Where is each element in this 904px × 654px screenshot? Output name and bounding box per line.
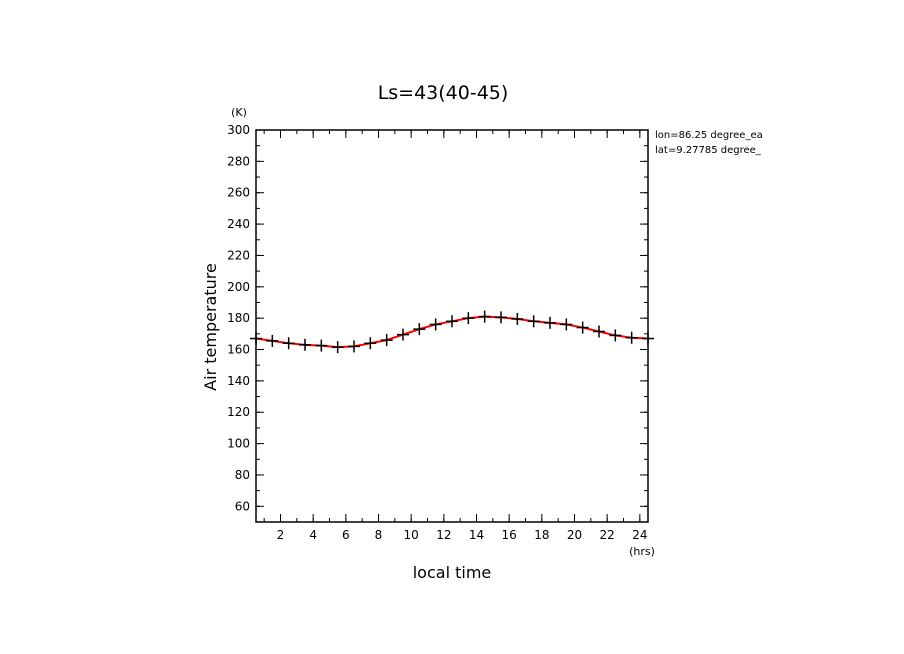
x-axis-label: local time — [413, 563, 492, 582]
data-point-marker — [478, 310, 491, 323]
y-tick-label: 120 — [227, 405, 250, 419]
x-tick-label: 8 — [375, 528, 383, 542]
y-tick-label: 200 — [227, 280, 250, 294]
x-tick-label: 18 — [534, 528, 549, 542]
annotation-lon: lon=86.25 degree_ea — [655, 130, 763, 141]
chart-title: Ls=43(40-45) — [378, 82, 509, 104]
x-unit-label: (hrs) — [629, 545, 655, 558]
data-point-marker — [380, 334, 393, 347]
data-point-marker — [266, 334, 279, 347]
y-tick-label: 140 — [227, 374, 250, 388]
data-point-marker — [462, 312, 475, 325]
y-tick-label: 160 — [227, 343, 250, 357]
data-point-marker — [397, 328, 409, 341]
y-axis-label: Air temperature — [201, 263, 220, 391]
data-point-marker — [576, 321, 589, 334]
x-tick-label: 12 — [436, 528, 451, 542]
data-point-marker — [429, 318, 442, 331]
y-unit-label: (K) — [231, 106, 247, 119]
x-tick-label: 22 — [600, 528, 615, 542]
data-point-marker — [609, 329, 622, 342]
y-tick-label: 280 — [227, 154, 250, 168]
data-point-marker — [348, 340, 360, 353]
data-point-marker — [446, 315, 458, 328]
data-point-marker — [413, 323, 426, 336]
plot-frame — [255, 129, 649, 523]
y-tick-label: 260 — [227, 186, 250, 200]
data-point-marker — [495, 311, 507, 324]
data-point-marker — [527, 315, 540, 328]
y-tick-label: 100 — [227, 437, 250, 451]
y-tick-label: 300 — [227, 123, 250, 137]
y-tick-label: 220 — [227, 248, 250, 262]
data-point-marker — [315, 339, 328, 352]
data-point-marker — [593, 325, 605, 338]
data-point-marker — [560, 318, 573, 331]
data-point-marker — [299, 338, 311, 351]
data-point-marker — [364, 337, 377, 350]
y-tick-label: 80 — [235, 468, 250, 482]
data-point-marker — [331, 341, 344, 354]
data-point-marker — [625, 331, 638, 344]
annotation-lat: lat=9.27785 degree_ — [655, 145, 762, 156]
x-tick-label: 16 — [502, 528, 517, 542]
x-tick-label: 14 — [469, 528, 484, 542]
data-series — [250, 310, 654, 354]
x-tick-label: 4 — [309, 528, 317, 542]
x-tick-label: 24 — [632, 528, 647, 542]
data-point-marker — [511, 312, 524, 325]
x-tick-label: 20 — [567, 528, 582, 542]
y-tick-label: 60 — [235, 499, 250, 513]
x-tick-label: 10 — [404, 528, 419, 542]
data-point-marker — [544, 316, 556, 329]
x-tick-label: 6 — [342, 528, 350, 542]
y-tick-label: 240 — [227, 217, 250, 231]
x-tick-label: 2 — [277, 528, 285, 542]
data-point-marker — [282, 337, 295, 350]
y-tick-label: 180 — [227, 311, 250, 325]
